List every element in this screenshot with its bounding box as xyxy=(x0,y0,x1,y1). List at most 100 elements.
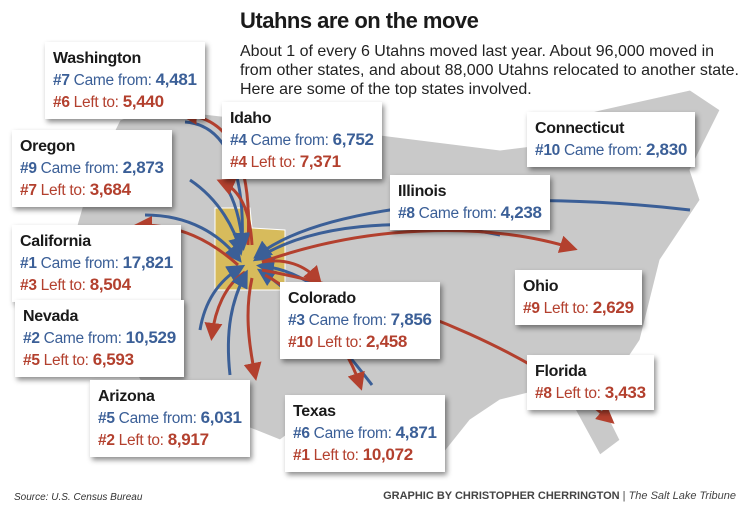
intro-text: About 1 of every 6 Utahns moved last yea… xyxy=(240,43,739,98)
came-from-row: #5 Came from: 6,031 xyxy=(98,407,242,429)
left-to-row: #10 Left to: 2,458 xyxy=(288,331,432,353)
came-from-row: #6 Came from: 4,871 xyxy=(293,422,437,444)
left-label: Left to: xyxy=(250,154,296,171)
came-label: Came from: xyxy=(563,142,642,159)
came-rank: #10 xyxy=(535,142,560,159)
left-value: 8,504 xyxy=(89,275,131,294)
left-rank: #4 xyxy=(230,154,247,171)
left-to-row: #9 Left to: 2,629 xyxy=(523,297,634,319)
came-from-row: #7 Came from: 4,481 xyxy=(53,69,197,91)
arrow-to-colorado xyxy=(261,259,322,285)
left-rank: #9 xyxy=(523,300,540,317)
left-label: Left to: xyxy=(73,94,119,111)
left-value: 6,593 xyxy=(92,350,134,369)
state-box-idaho: Idaho #4 Came from: 6,752 #4 Left to: 7,37… xyxy=(222,102,382,179)
came-value: 6,031 xyxy=(200,408,242,427)
page-title: Utahns are on the move xyxy=(240,8,479,33)
came-value: 10,529 xyxy=(125,328,177,347)
left-to-row: #2 Left to: 8,917 xyxy=(98,429,242,451)
came-label: Came from: xyxy=(40,255,119,272)
left-rank: #6 xyxy=(53,94,70,111)
state-name: Texas xyxy=(293,403,336,420)
arrow-to-idaho xyxy=(216,178,254,246)
left-value: 10,072 xyxy=(362,445,414,464)
arrow-arizona xyxy=(226,269,248,376)
came-rank: #1 xyxy=(20,255,37,272)
state-box-florida: Florida #8 Left to: 3,433 xyxy=(527,355,654,410)
left-rank: #5 xyxy=(23,352,40,369)
state-box-california: California #1 Came from: 17,821 #3 Left to… xyxy=(12,225,181,302)
came-value: 7,856 xyxy=(390,310,432,329)
came-rank: #6 xyxy=(293,425,310,442)
source-note: Source: U.S. Census Bureau xyxy=(14,492,143,503)
state-name: Nevada xyxy=(23,308,79,325)
byline: GRAPHIC BY CHRISTOPHER CHERRINGTON xyxy=(383,490,620,502)
state-name: Connecticut xyxy=(535,120,625,137)
came-label: Came from: xyxy=(73,72,152,89)
came-value: 2,873 xyxy=(122,158,164,177)
left-label: Left to: xyxy=(43,352,89,369)
came-value: 2,830 xyxy=(645,140,688,159)
came-from-row: #2 Came from: 10,529 xyxy=(23,327,176,349)
state-name: California xyxy=(20,233,91,250)
publication: The Salt Lake Tribune xyxy=(628,490,736,502)
state-name: Oregon xyxy=(20,138,76,155)
state-box-colorado: Colorado #3 Came from: 7,856 #10 Left to: … xyxy=(280,282,440,359)
left-rank: #8 xyxy=(535,385,552,402)
came-from-row: #4 Came from: 6,752 xyxy=(230,129,374,151)
credit-line: GRAPHIC BY CHRISTOPHER CHERRINGTON | The… xyxy=(383,490,736,502)
came-value: 17,821 xyxy=(122,253,174,272)
left-rank: #2 xyxy=(98,432,115,449)
came-rank: #2 xyxy=(23,330,40,347)
left-value: 8,917 xyxy=(167,430,209,449)
came-from-row: #3 Came from: 7,856 xyxy=(288,309,432,331)
left-value: 2,458 xyxy=(366,332,408,351)
left-label: Left to: xyxy=(555,385,601,402)
came-value: 4,871 xyxy=(395,423,437,442)
state-name: Ohio xyxy=(523,278,559,295)
state-name: Idaho xyxy=(230,110,272,127)
left-label: Left to: xyxy=(40,182,86,199)
left-value: 2,629 xyxy=(592,298,634,317)
state-box-arizona: Arizona #5 Came from: 6,031 #2 Left to: 8,… xyxy=(90,380,250,457)
came-rank: #7 xyxy=(53,72,70,89)
state-name: Illinois xyxy=(398,183,447,200)
left-rank: #1 xyxy=(293,447,310,464)
state-box-nevada: Nevada #2 Came from: 10,529 #5 Left to: 6,… xyxy=(15,300,184,377)
left-value: 3,684 xyxy=(89,180,131,199)
state-name: Florida xyxy=(535,363,587,380)
came-label: Came from: xyxy=(308,312,387,329)
left-rank: #7 xyxy=(20,182,37,199)
came-rank: #9 xyxy=(20,160,37,177)
came-value: 4,481 xyxy=(155,70,197,89)
came-value: 6,752 xyxy=(332,130,374,149)
state-box-ohio: Ohio #9 Left to: 2,629 xyxy=(515,270,642,325)
came-label: Came from: xyxy=(418,205,497,222)
left-label: Left to: xyxy=(118,432,164,449)
left-to-row: #5 Left to: 6,593 xyxy=(23,349,176,371)
state-name: Washington xyxy=(53,50,141,67)
left-label: Left to: xyxy=(313,447,359,464)
state-box-oregon: Oregon #9 Came from: 2,873 #7 Left to: 3,6… xyxy=(12,130,172,207)
came-label: Came from: xyxy=(313,425,392,442)
state-box-illinois: Illinois #8 Came from: 4,238 xyxy=(390,175,550,230)
state-box-texas: Texas #6 Came from: 4,871 #1 Left to: 10,0… xyxy=(285,395,445,472)
came-rank: #5 xyxy=(98,410,115,427)
came-from-row: #1 Came from: 17,821 xyxy=(20,252,173,274)
came-rank: #4 xyxy=(230,132,247,149)
left-value: 5,440 xyxy=(122,92,164,111)
left-label: Left to: xyxy=(543,300,589,317)
separator: | xyxy=(622,490,626,502)
came-label: Came from: xyxy=(43,330,122,347)
left-rank: #3 xyxy=(20,277,37,294)
arrow-to-ohio xyxy=(261,229,578,264)
came-rank: #8 xyxy=(398,205,415,222)
arrow-california xyxy=(144,213,242,263)
came-from-row: #9 Came from: 2,873 xyxy=(20,157,164,179)
came-from-row: #8 Came from: 4,238 xyxy=(398,202,542,224)
state-box-connecticut: Connecticut #10 Came from: 2,830 xyxy=(527,112,696,167)
left-value: 3,433 xyxy=(604,383,646,402)
state-box-washington: Washington #7 Came from: 4,481 #6 Left to:… xyxy=(45,42,205,119)
came-rank: #3 xyxy=(288,312,305,329)
state-name: Arizona xyxy=(98,388,155,405)
